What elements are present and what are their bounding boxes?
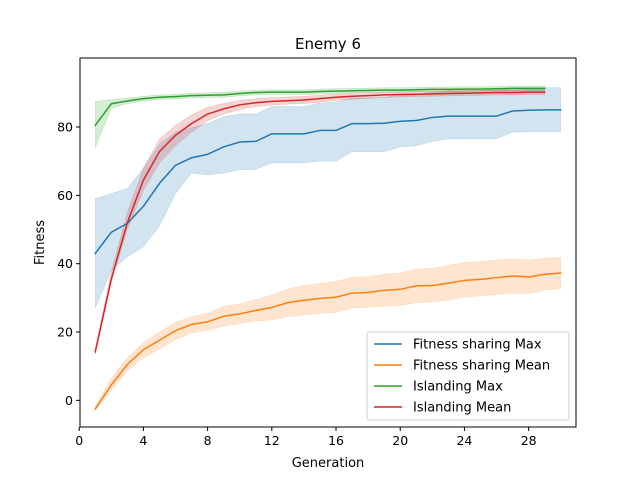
islanding-mean-band (95, 89, 545, 355)
x-tick-label: 20 (392, 433, 408, 448)
y-axis-ticks: 0 20 40 60 80 (57, 120, 80, 408)
legend: Fitness sharing Max Fitness sharing Mean… (366, 331, 570, 421)
y-tick-label: 0 (65, 393, 73, 408)
confidence-bands (95, 85, 561, 412)
x-tick-label: 16 (328, 433, 344, 448)
islanding-mean-line (94, 91, 546, 353)
legend-label: Islanding Max (413, 380, 503, 395)
x-tick-label: 28 (521, 433, 537, 448)
islanding-max-line (94, 87, 546, 127)
legend-label: Fitness sharing Max (413, 338, 542, 353)
x-axis-label: Generation (292, 456, 365, 471)
x-axis-ticks: 0 4 8 12 16 20 24 28 (75, 427, 537, 448)
x-tick-label: 24 (456, 433, 472, 448)
y-axis-label: Fitness (33, 220, 48, 265)
x-tick-label: 8 (204, 433, 212, 448)
plot-area-frame (79, 57, 577, 428)
series-lines (94, 87, 562, 410)
fitness-sharing-mean-line (94, 272, 562, 410)
y-tick-label: 80 (57, 120, 73, 135)
x-tick-label: 4 (139, 433, 147, 448)
legend-label: Islanding Mean (413, 401, 511, 416)
x-tick-label: 0 (75, 433, 83, 448)
legend-label: Fitness sharing Mean (413, 359, 550, 374)
y-tick-label: 60 (57, 188, 73, 203)
chart-title: Enemy 6 (295, 35, 361, 53)
islanding-max-band (95, 85, 545, 148)
y-tick-label: 40 (57, 256, 73, 271)
y-tick-label: 20 (57, 325, 73, 340)
legend-box (366, 331, 570, 421)
fitness-sharing-max-line (94, 109, 562, 255)
fitness-sharing-max-band (95, 87, 561, 309)
x-tick-label: 12 (264, 433, 280, 448)
fitness-sharing-mean-band (95, 257, 561, 412)
